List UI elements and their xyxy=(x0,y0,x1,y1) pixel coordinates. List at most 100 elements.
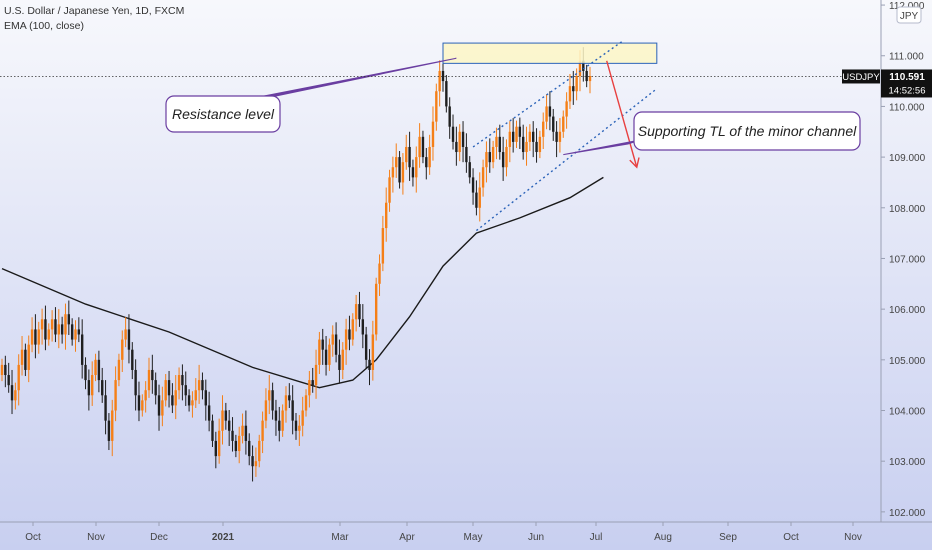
candle-body[interactable] xyxy=(418,136,421,158)
candle-body[interactable] xyxy=(10,385,14,401)
candle-body[interactable] xyxy=(161,400,164,416)
candle-body[interactable] xyxy=(281,410,284,431)
candle-body[interactable] xyxy=(532,131,535,142)
candle-body[interactable] xyxy=(542,121,545,137)
candle-body[interactable] xyxy=(244,425,248,441)
candle-body[interactable] xyxy=(217,430,221,457)
candle-body[interactable] xyxy=(64,314,67,335)
candle-body[interactable] xyxy=(50,319,54,330)
candle-body[interactable] xyxy=(164,380,167,401)
candle-body[interactable] xyxy=(498,136,501,153)
candle-body[interactable] xyxy=(398,157,401,183)
candle-body[interactable] xyxy=(37,329,40,345)
candle-body[interactable] xyxy=(428,146,431,168)
candle-body[interactable] xyxy=(201,380,204,391)
candle-body[interactable] xyxy=(20,349,24,365)
candle-body[interactable] xyxy=(24,349,27,370)
candle-body[interactable] xyxy=(558,131,562,142)
candle-body[interactable] xyxy=(385,202,388,229)
channel-lower-line[interactable] xyxy=(475,88,658,232)
candle-body[interactable] xyxy=(157,395,161,416)
candle-body[interactable] xyxy=(361,319,365,335)
candle-body[interactable] xyxy=(545,106,548,122)
candle-body[interactable] xyxy=(401,162,405,183)
candle-body[interactable] xyxy=(70,324,74,340)
candle-body[interactable] xyxy=(278,420,281,431)
candle-body[interactable] xyxy=(124,329,127,340)
candle-body[interactable] xyxy=(431,121,435,147)
candle-body[interactable] xyxy=(311,380,314,386)
candle-body[interactable] xyxy=(224,410,228,421)
candle-body[interactable] xyxy=(87,380,91,396)
candle-body[interactable] xyxy=(171,395,174,406)
candle-body[interactable] xyxy=(388,177,391,203)
candle-body[interactable] xyxy=(227,420,231,431)
candles[interactable] xyxy=(0,47,592,482)
candle-body[interactable] xyxy=(448,106,451,127)
candle-body[interactable] xyxy=(572,86,575,92)
candle-body[interactable] xyxy=(211,420,214,441)
candle-body[interactable] xyxy=(214,440,218,457)
candle-body[interactable] xyxy=(378,263,381,284)
candle-body[interactable] xyxy=(291,400,294,421)
candle-body[interactable] xyxy=(358,304,361,320)
candle-body[interactable] xyxy=(425,157,428,168)
candle-body[interactable] xyxy=(288,395,291,401)
candle-body[interactable] xyxy=(60,324,64,335)
candle-body[interactable] xyxy=(485,152,488,168)
candle-body[interactable] xyxy=(197,380,201,391)
candle-body[interactable] xyxy=(331,334,334,345)
candle-body[interactable] xyxy=(84,364,87,381)
candle-body[interactable] xyxy=(468,162,471,178)
candle-body[interactable] xyxy=(318,339,321,365)
candle-body[interactable] xyxy=(521,136,525,153)
candle-body[interactable] xyxy=(381,228,385,264)
candle-body[interactable] xyxy=(47,329,50,340)
candle-body[interactable] xyxy=(405,146,408,163)
candle-body[interactable] xyxy=(80,334,84,365)
candle-body[interactable] xyxy=(174,390,177,406)
candle-body[interactable] xyxy=(458,131,461,153)
candle-body[interactable] xyxy=(354,304,358,320)
candle-body[interactable] xyxy=(415,157,418,178)
candle-body[interactable] xyxy=(301,410,304,426)
candle-body[interactable] xyxy=(114,380,117,411)
candle-body[interactable] xyxy=(568,86,572,102)
candle-body[interactable] xyxy=(264,400,268,421)
candle-body[interactable] xyxy=(481,167,485,188)
candle-body[interactable] xyxy=(455,141,458,153)
candle-body[interactable] xyxy=(111,410,114,441)
candle-body[interactable] xyxy=(508,131,512,147)
candle-body[interactable] xyxy=(411,167,415,178)
candle-body[interactable] xyxy=(461,131,465,147)
candle-body[interactable] xyxy=(565,101,568,117)
candle-body[interactable] xyxy=(207,405,211,421)
candle-body[interactable] xyxy=(258,440,261,462)
candle-body[interactable] xyxy=(121,339,124,360)
candle-body[interactable] xyxy=(4,364,7,376)
candle-body[interactable] xyxy=(107,420,111,441)
candle-body[interactable] xyxy=(538,136,542,153)
forecast-arrow-line[interactable] xyxy=(606,60,638,168)
currency-badge[interactable] xyxy=(896,6,922,24)
candle-body[interactable] xyxy=(528,131,532,142)
candle-body[interactable] xyxy=(27,344,30,370)
candle-body[interactable] xyxy=(131,349,134,370)
channel-upper-line[interactable] xyxy=(472,39,624,148)
candle-body[interactable] xyxy=(575,76,578,92)
candle-body[interactable] xyxy=(321,339,324,350)
candle-body[interactable] xyxy=(34,329,37,345)
candle-body[interactable] xyxy=(368,359,371,370)
candle-body[interactable] xyxy=(17,364,20,391)
candle-body[interactable] xyxy=(104,395,107,421)
candle-body[interactable] xyxy=(324,349,328,365)
candle-body[interactable] xyxy=(505,146,508,168)
candle-body[interactable] xyxy=(74,329,77,340)
candle-body[interactable] xyxy=(248,440,251,457)
candle-body[interactable] xyxy=(471,177,475,193)
candle-body[interactable] xyxy=(254,461,258,467)
candle-body[interactable] xyxy=(261,420,264,441)
candle-body[interactable] xyxy=(552,116,555,132)
candle-body[interactable] xyxy=(328,344,331,365)
